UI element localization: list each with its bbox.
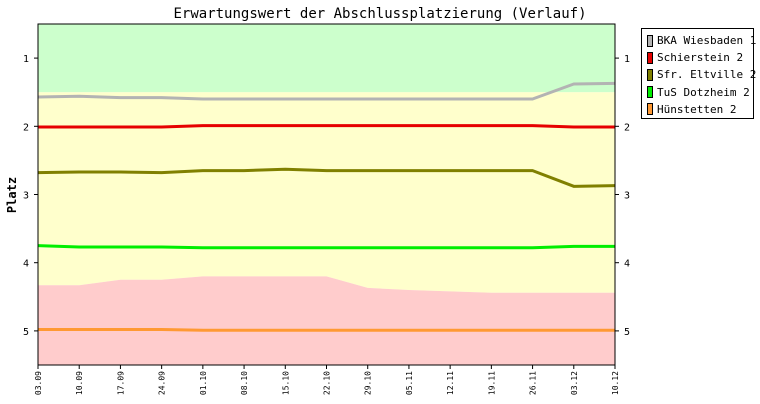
- series-line-2: [37, 167, 616, 188]
- legend-item: TuS Dotzheim 2: [647, 84, 753, 101]
- y-tick-label-left: 1: [23, 54, 29, 65]
- legend-label: Sfr. Eltville 2: [657, 68, 757, 82]
- legend-label: Schierstein 2: [657, 51, 744, 65]
- x-tick-label: 26.11: [529, 371, 538, 395]
- x-tick-label: 22.10: [323, 371, 332, 395]
- y-tick-label-right: 1: [624, 54, 630, 65]
- series-line-4: [38, 328, 615, 332]
- relegation-zone: [38, 276, 615, 365]
- x-tick-label: 15.10: [281, 371, 290, 395]
- x-tick-label: 17.09: [116, 371, 125, 395]
- x-tick-label: 10.09: [75, 371, 84, 395]
- legend-swatch: [647, 34, 653, 47]
- x-tick-label: 10.12: [611, 371, 620, 395]
- y-axis-label: Platz: [5, 177, 19, 213]
- series-line-1: [38, 124, 615, 129]
- y-tick-label-left: 3: [23, 191, 29, 202]
- legend: BKA Wiesbaden 1 Schierstein 2 Sfr. Eltvill…: [641, 28, 757, 119]
- y-tick-label-right: 4: [624, 259, 630, 270]
- y-tick-label-left: 4: [23, 259, 29, 270]
- series-line-0: [37, 81, 616, 101]
- legend-label: Hünstetten 2: [657, 102, 737, 116]
- legend-item: Sfr. Eltville 2: [647, 66, 757, 83]
- legend-swatch: [647, 51, 653, 64]
- x-tick-label: 03.12: [570, 371, 579, 395]
- legend-swatch: [647, 68, 653, 81]
- x-tick-label: 12.11: [446, 371, 455, 395]
- series-line-3: [37, 244, 615, 250]
- promotion-zone: [38, 24, 615, 93]
- x-tick-label: 29.10: [364, 371, 373, 395]
- x-tick-label: 03.09: [34, 371, 43, 395]
- y-tick-label-right: 3: [624, 191, 630, 202]
- x-tick-label: 08.10: [240, 371, 249, 395]
- legend-item: Schierstein 2: [647, 49, 753, 66]
- legend-item: Hünstetten 2: [647, 101, 753, 118]
- legend-swatch: [647, 86, 653, 99]
- x-axis: 03.09 10.09 17.09 24.09 01.10 08.10 15.10 22.10…: [34, 365, 620, 395]
- chart-title: Erwartungswert der Abschlussplatzierung …: [173, 6, 586, 22]
- y-tick-label-left: 5: [23, 327, 29, 338]
- y-axis-right: 1 2 3 4 5: [615, 54, 630, 338]
- x-tick-label: 19.11: [487, 371, 496, 395]
- y-axis-left: 1 2 3 4 5: [23, 54, 38, 338]
- series-lines: [37, 81, 616, 332]
- x-tick-label: 24.09: [158, 371, 167, 395]
- zone-bands: [38, 24, 615, 365]
- legend-item: BKA Wiesbaden 1: [647, 32, 757, 49]
- y-tick-label-right: 2: [624, 122, 630, 133]
- x-tick-label: 05.11: [405, 371, 414, 395]
- y-tick-label-left: 2: [23, 122, 29, 133]
- middle-zone: [38, 92, 615, 293]
- y-tick-label-right: 5: [624, 327, 630, 338]
- legend-label: TuS Dotzheim 2: [657, 85, 750, 99]
- legend-label: BKA Wiesbaden 1: [657, 34, 757, 48]
- legend-swatch: [647, 103, 653, 116]
- x-tick-label: 01.10: [199, 371, 208, 395]
